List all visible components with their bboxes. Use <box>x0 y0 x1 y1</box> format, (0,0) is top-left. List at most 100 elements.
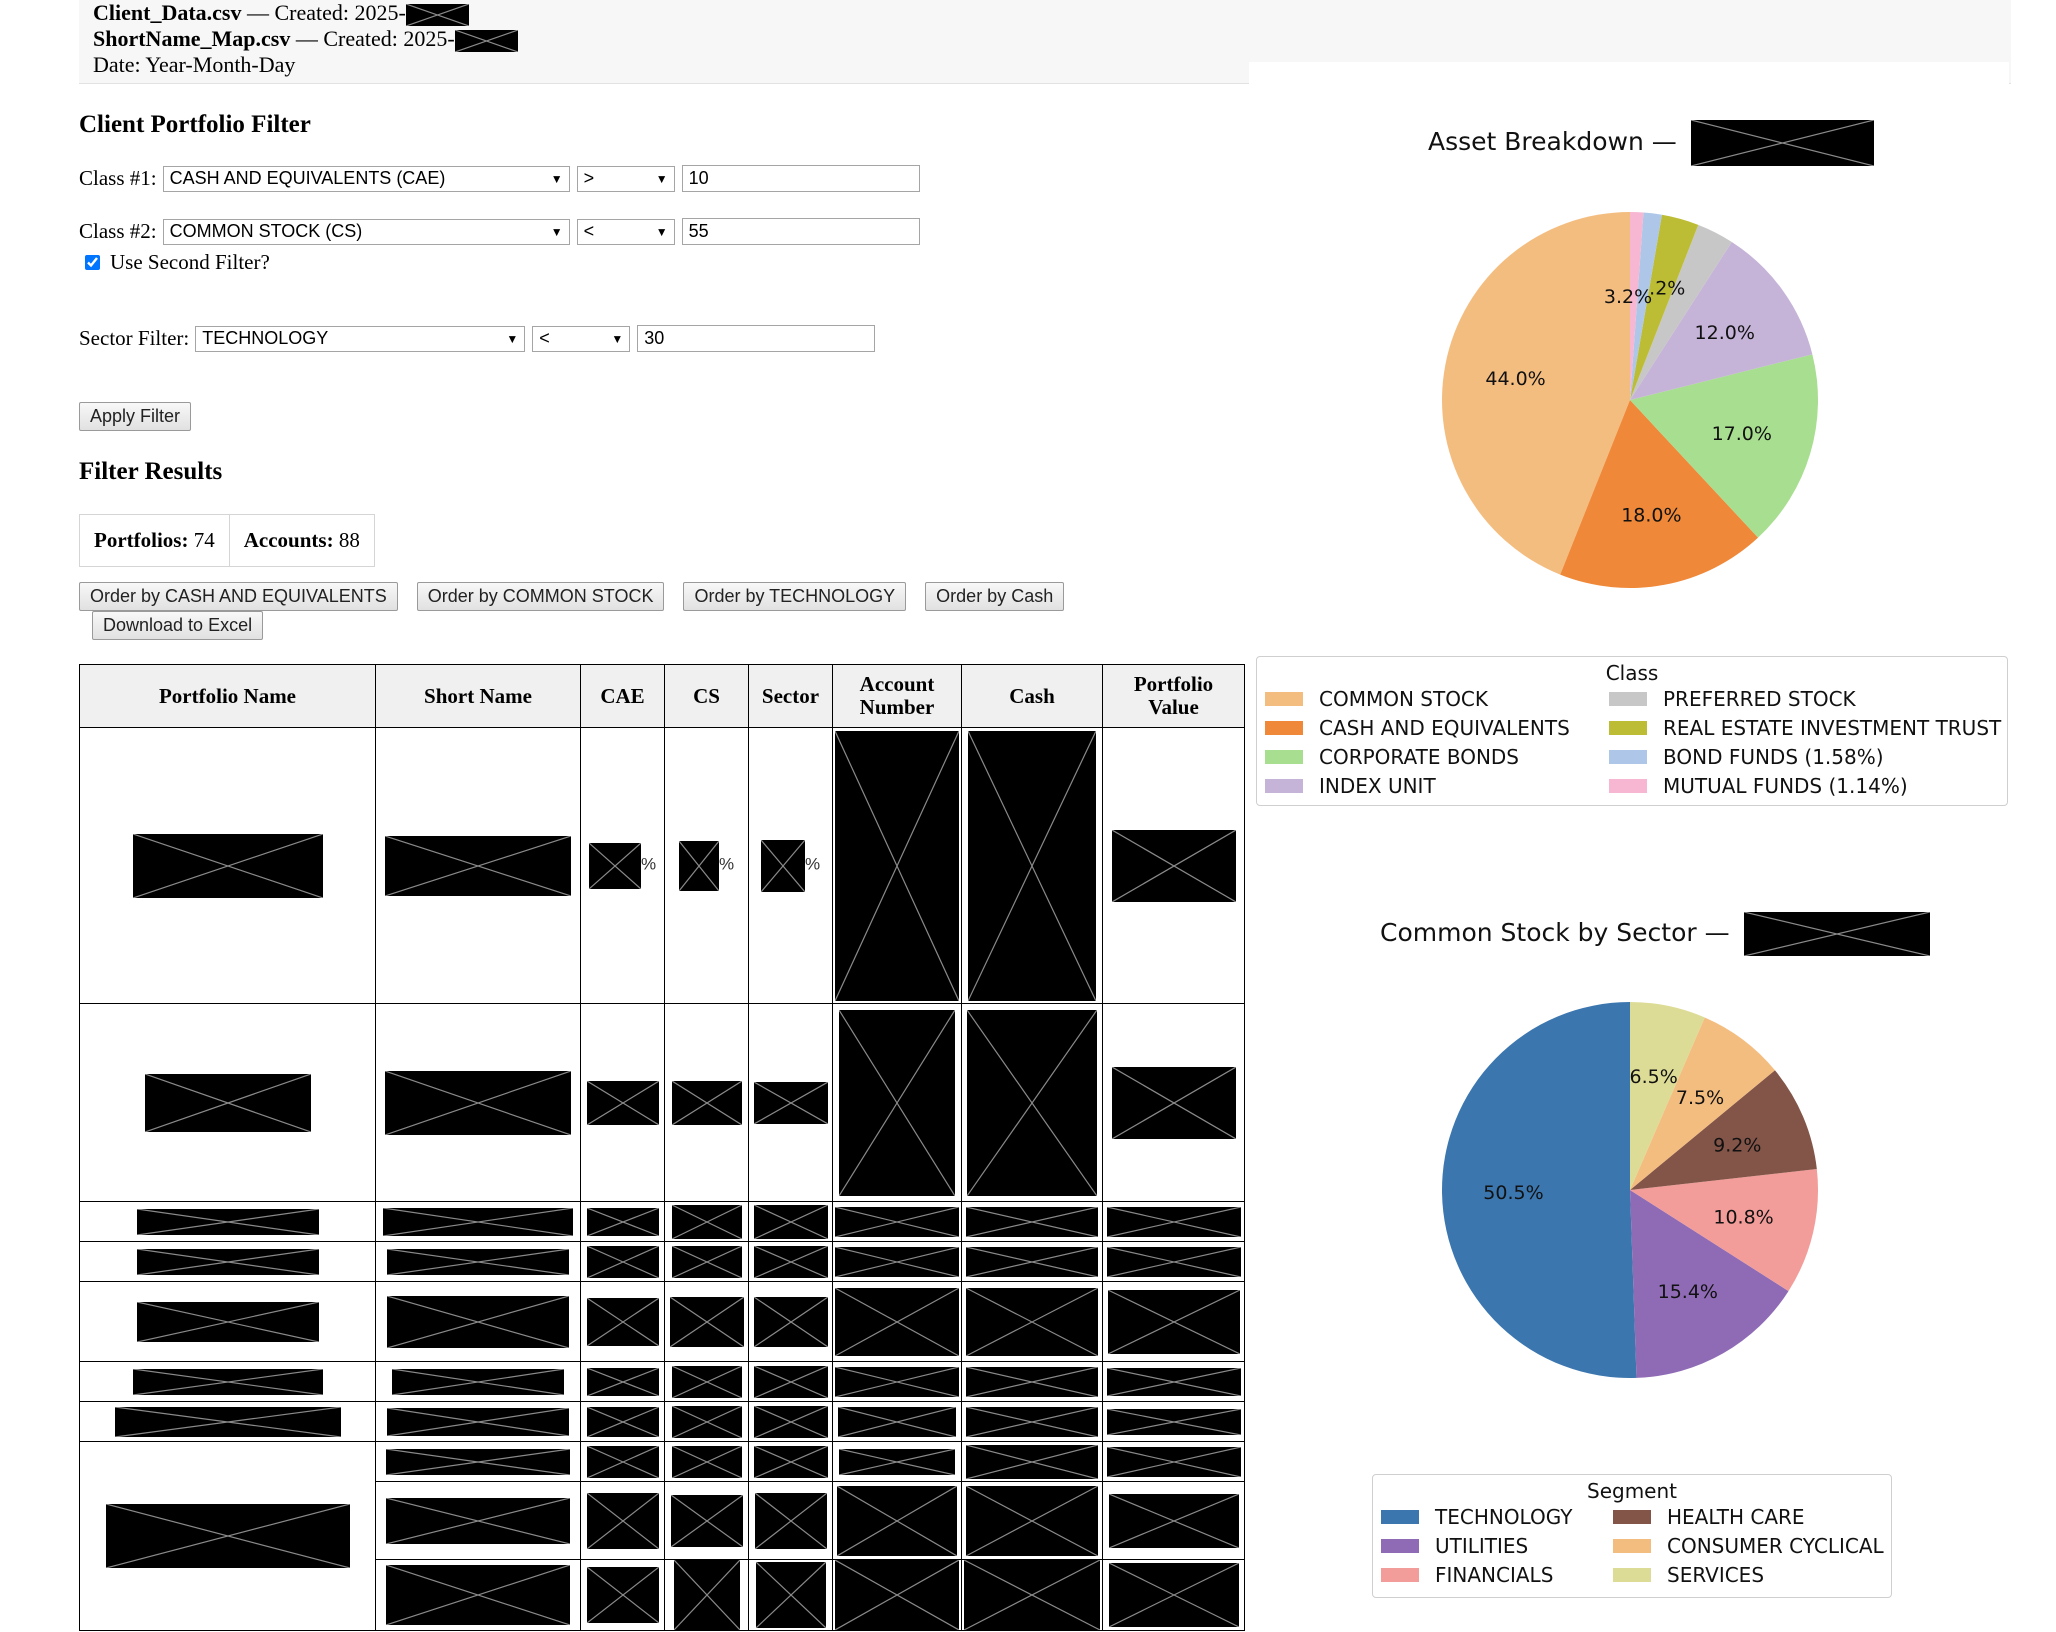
redacted-value <box>1111 829 1236 902</box>
class1-operator-select[interactable]: > ▼ <box>576 165 675 192</box>
pie-slice-corporate-bonds <box>1630 354 1818 538</box>
chevron-down-icon: ▼ <box>506 331 519 346</box>
class1-threshold-input[interactable]: 10 <box>681 165 920 192</box>
table-cell <box>664 1481 749 1560</box>
table-cell <box>664 1401 749 1442</box>
col-portfolio-value[interactable]: Portfolio Value <box>1102 664 1245 728</box>
order-by-cash-button[interactable]: Order by Cash <box>925 582 1065 611</box>
class2-select-value: COMMON STOCK (CS) <box>169 221 363 241</box>
pie-slice-consumer-cyclical <box>1630 1017 1775 1190</box>
legend-label: BOND FUNDS (1.58%) <box>1663 745 1884 769</box>
legend-item: PREFERRED STOCK <box>1609 687 1856 711</box>
pie-slice-real-estate-investment-trust <box>1630 214 1699 400</box>
legend-title: Segment <box>1587 1479 1677 1503</box>
table-row[interactable] <box>79 1003 1245 1202</box>
date-format-note: Date: Year-Month-Day <box>93 51 296 77</box>
table-cell <box>375 1401 581 1442</box>
table-row[interactable] <box>79 1201 1245 1242</box>
legend-label: CONSUMER CYCLICAL <box>1667 1534 1884 1558</box>
class2-select[interactable]: COMMON STOCK (CS) ▼ <box>162 218 570 245</box>
pie-slice-preferred-stock <box>1630 224 1732 400</box>
asset-breakdown-title: Asset Breakdown — <box>1428 120 1874 166</box>
table-row[interactable] <box>80 1559 1245 1631</box>
sector-operator-select[interactable]: < ▼ <box>532 325 631 352</box>
redacted-value <box>671 1405 742 1438</box>
legend-label: REAL ESTATE INVESTMENT TRUST <box>1663 716 2002 740</box>
table-cell <box>1102 1559 1245 1631</box>
legend-label: MUTUAL FUNDS (1.14%) <box>1663 774 1908 798</box>
col-portfolio-name[interactable]: Portfolio Name <box>79 664 376 728</box>
sector-threshold-input[interactable]: 30 <box>637 325 876 352</box>
col-cash[interactable]: Cash <box>961 664 1103 728</box>
redacted-value <box>144 1073 311 1132</box>
table-cell: % <box>664 727 749 1004</box>
redacted-value <box>1108 1563 1239 1627</box>
legend-title: Class <box>1605 661 1659 685</box>
order-by-technology-button[interactable]: Order by TECHNOLOGY <box>683 582 907 611</box>
asset-breakdown-title-text: Asset Breakdown — <box>1428 127 1677 156</box>
legend-label: PREFERRED STOCK <box>1663 687 1856 711</box>
legend-label: SERVICES <box>1667 1563 1765 1587</box>
redacted-value <box>835 730 959 1001</box>
results-summary: Portfolios: 74 Accounts: 88 <box>79 514 375 567</box>
table-cell <box>664 1361 749 1402</box>
legend-swatch <box>1613 1510 1651 1524</box>
table-cell <box>1102 727 1245 1004</box>
use-second-filter-checkbox[interactable] <box>85 255 100 270</box>
percent-sign: % <box>640 854 657 874</box>
apply-filter-button[interactable]: Apply Filter <box>79 402 192 431</box>
redacted-value <box>586 1080 659 1125</box>
order-by-cae-button[interactable]: Order by CASH AND EQUIVALENTS <box>79 582 398 611</box>
class2-threshold-input[interactable]: 55 <box>681 218 920 245</box>
table-row[interactable] <box>79 1281 1245 1362</box>
class1-select[interactable]: CASH AND EQUIVALENTS (CAE) ▼ <box>162 165 570 192</box>
table-row[interactable]: %%% <box>79 727 1245 1004</box>
chevron-down-icon: ▼ <box>550 224 563 239</box>
class2-operator-select[interactable]: < ▼ <box>576 218 675 245</box>
legend-item: HEALTH CARE <box>1613 1505 1805 1529</box>
results-title: Filter Results <box>79 458 223 485</box>
redacted-value <box>835 1287 959 1356</box>
table-cell <box>832 1201 962 1242</box>
col-account-number[interactable]: Account Number <box>832 664 962 728</box>
table-cell: % <box>580 727 665 1004</box>
redacted-value <box>136 1248 319 1275</box>
table-cell <box>664 1003 749 1202</box>
legend-item: INDEX UNIT <box>1265 774 1436 798</box>
sector-chart-title-text: Common Stock by Sector — <box>1380 918 1730 947</box>
table-row[interactable] <box>79 1361 1245 1402</box>
table-cell <box>832 1401 962 1442</box>
redacted-value <box>586 1297 659 1346</box>
table-cell <box>1102 1401 1245 1442</box>
redacted-value <box>1106 1367 1241 1396</box>
legend-swatch <box>1381 1539 1419 1553</box>
table-row[interactable] <box>79 1241 1245 1282</box>
col-short-name[interactable]: Short Name <box>375 664 581 728</box>
pie-data-label: 44.0% <box>1485 368 1545 390</box>
table-row[interactable] <box>79 1401 1245 1442</box>
legend-item: CONSUMER CYCLICAL <box>1613 1534 1884 1558</box>
table-cell <box>832 1241 962 1282</box>
table-row[interactable] <box>79 1441 1245 1631</box>
redacted-value <box>966 1366 1098 1397</box>
col-sector[interactable]: Sector <box>748 664 833 728</box>
table-cell: % <box>748 727 833 1004</box>
table-cell <box>832 1361 962 1402</box>
col-cae[interactable]: CAE <box>580 664 665 728</box>
order-by-cs-button[interactable]: Order by COMMON STOCK <box>416 582 665 611</box>
table-cell <box>748 1361 833 1402</box>
table-cell <box>1102 1201 1245 1242</box>
legend-swatch <box>1265 692 1303 706</box>
col-cs[interactable]: CS <box>664 664 749 728</box>
pie-data-label: 17.0% <box>1712 423 1772 445</box>
sector-select[interactable]: TECHNOLOGY ▼ <box>195 325 526 352</box>
redacted-value <box>588 842 641 889</box>
table-row[interactable] <box>80 1481 1245 1560</box>
download-excel-button[interactable]: Download to Excel <box>92 611 264 640</box>
table-cell <box>375 1361 581 1402</box>
redacted-value <box>586 1445 659 1478</box>
pie-slice-utilities <box>1630 1190 1789 1378</box>
redacted-value <box>837 1485 957 1556</box>
table-cell <box>832 1559 962 1631</box>
table-cell <box>375 1201 581 1242</box>
